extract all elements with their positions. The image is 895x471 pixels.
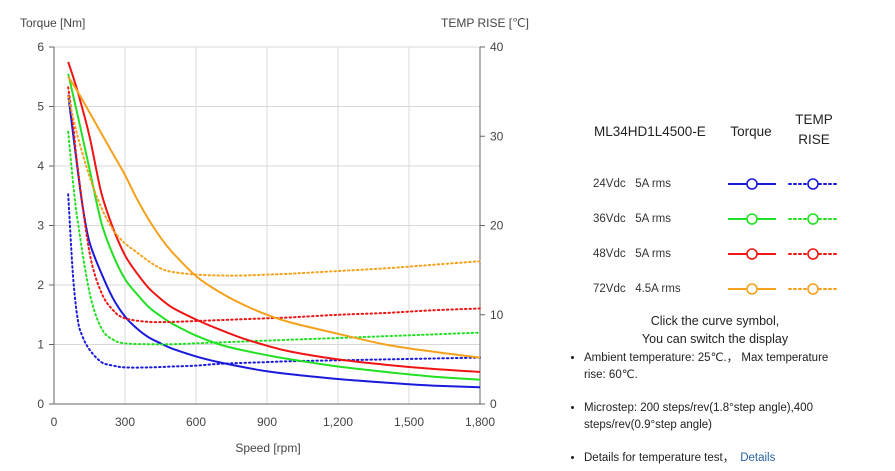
right-axis-title: TEMP RISE [℃]: [441, 16, 529, 30]
chart-axes: 0 300 600 900 1,200 1,500 1,800 0 1 2 3 4 5 6 0 10 20 30 4…: [37, 40, 503, 429]
temp-rise-header: TEMP RISE: [784, 110, 844, 150]
legend-row: 36Vdc 5A rms: [575, 201, 845, 236]
legend-panel: ML34HD1L4500-E Torque TEMP RISE 24Vdc 5A…: [575, 110, 845, 348]
legend-row: 72Vdc 4.5A rms: [575, 271, 845, 306]
temp-header-line2: RISE: [798, 132, 830, 147]
y-right-tick-label: 40: [490, 40, 504, 54]
y-left-tick-label: 4: [37, 159, 44, 173]
y-left-tick-label: 2: [37, 278, 44, 292]
y-left-tick-label: 5: [37, 100, 44, 114]
temp-legend-symbol-2[interactable]: [785, 209, 837, 229]
note-details: Details for temperature test， Details: [584, 450, 830, 467]
y-right-tick-label: 0: [490, 397, 497, 411]
legend-note: Click the curve symbol, You can switch t…: [575, 312, 845, 348]
y-left-tick-label: 0: [37, 397, 44, 411]
left-axis-title: Torque [Nm]: [20, 16, 85, 30]
temp-curve-2: [67, 130, 481, 346]
torque-curve-3: [67, 61, 481, 373]
temp-legend-symbol-4[interactable]: [785, 279, 837, 299]
chart-series: [67, 61, 481, 389]
spec-notes: Ambient temperature: 25℃.， Max temperatu…: [570, 350, 830, 467]
temp-legend-symbol-3[interactable]: [785, 244, 837, 264]
torque-legend-symbol-3[interactable]: [724, 244, 777, 264]
torque-curve-2: [67, 73, 481, 381]
temp-curve-4: [67, 95, 481, 277]
y-right-tick-label: 10: [490, 308, 504, 322]
legend-row: 24Vdc 5A rms: [575, 166, 845, 201]
legend-row-label: 72Vdc 4.5A rms: [593, 282, 681, 295]
y-right-tick-label: 30: [490, 129, 504, 143]
x-tick-label: 0: [51, 415, 58, 429]
torque-header: Torque: [730, 124, 772, 139]
x-tick-label: 300: [115, 415, 135, 429]
torque-legend-symbol-2[interactable]: [724, 209, 777, 229]
x-tick-label: 1,800: [465, 415, 495, 429]
torque-temp-chart: 0 300 600 900 1,200 1,500 1,800 0 1 2 3 4 5 6 0 10 20 30 4…: [20, 16, 529, 455]
legend-row: 48Vdc 5A rms: [575, 236, 845, 271]
chart-grid: [53, 46, 481, 405]
x-tick-label: 1,200: [323, 415, 353, 429]
legend-row-label: 24Vdc 5A rms: [593, 177, 671, 190]
legend-row-label: 36Vdc 5A rms: [593, 212, 671, 225]
note-ambient: Ambient temperature: 25℃.， Max temperatu…: [584, 350, 830, 384]
legend-header: ML34HD1L4500-E Torque TEMP RISE: [575, 110, 845, 150]
temp-header-line1: TEMP: [795, 112, 833, 127]
y-left-tick-label: 6: [37, 40, 44, 54]
temp-legend-symbol-1[interactable]: [785, 174, 837, 194]
torque-legend-symbol-4[interactable]: [724, 279, 777, 299]
y-right-tick-label: 20: [490, 219, 504, 233]
y-left-tick-label: 1: [37, 338, 44, 352]
x-tick-label: 900: [257, 415, 277, 429]
y-left-tick-label: 3: [37, 219, 44, 233]
temp-curve-3: [67, 86, 481, 324]
x-axis-title: Speed [rpm]: [235, 441, 300, 455]
torque-curve-1: [67, 94, 481, 389]
torque-curve-4: [67, 76, 481, 359]
torque-legend-symbol-1[interactable]: [724, 174, 777, 194]
x-tick-label: 600: [186, 415, 206, 429]
legend-note-line2: You can switch the display: [641, 332, 789, 346]
model-name: ML34HD1L4500-E: [594, 124, 706, 139]
legend-note-line1: Click the curve symbol,: [650, 314, 780, 328]
temp-curve-1: [67, 193, 481, 369]
note-details-text: Details for temperature test，: [584, 452, 735, 464]
legend-row-label: 48Vdc 5A rms: [593, 247, 671, 260]
x-tick-label: 1,500: [394, 415, 424, 429]
details-link[interactable]: Details: [740, 452, 776, 464]
note-microstep: Microstep: 200 steps/rev(1.8°step angle)…: [584, 400, 830, 434]
